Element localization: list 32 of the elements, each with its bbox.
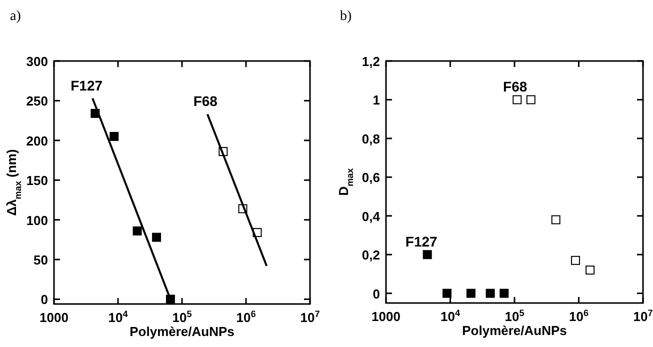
y-tick-label: 0 <box>40 292 48 308</box>
x-tick-label: 1000 <box>40 310 68 325</box>
y-tick-label: 0,2 <box>362 248 380 263</box>
chart-title: b) <box>340 9 352 24</box>
y-tick-label: 1 <box>372 92 380 108</box>
annotation: F127 <box>70 77 103 94</box>
x-tick-label: 10$^{5}$ <box>504 308 524 324</box>
annotation: F68 <box>193 93 218 110</box>
y-tick-label: 300 <box>26 54 48 69</box>
y-tick-label: 0 <box>372 286 380 302</box>
x-tick-label: 10$^{5}$ <box>172 309 192 325</box>
chart-title: a) <box>10 9 22 24</box>
y-tick-label: 250 <box>26 94 48 109</box>
x-tick-label: 10$^{4}$ <box>108 309 129 325</box>
x-axis-title: Polymère/AuNPs <box>462 323 567 338</box>
y-tick-label: 0,4 <box>362 208 381 224</box>
y-tick-label: 150 <box>26 173 48 188</box>
annotation: F68 <box>503 78 528 95</box>
y-tick-label: 50 <box>34 252 48 268</box>
x-tick-label: 10$^{6}$ <box>236 309 256 325</box>
y-tick-label: 1,2 <box>362 54 380 69</box>
y-tick-label: 200 <box>26 133 48 148</box>
x-tick-label: 1000 <box>372 309 400 324</box>
x-tick-label: 10$^{4}$ <box>440 308 461 324</box>
x-tick-label: 10$^{6}$ <box>568 308 589 324</box>
y-tick-label: 0,8 <box>362 131 380 146</box>
x-axis-title: Polymère/AuNPs <box>130 324 234 339</box>
y-tick-label: 100 <box>26 212 48 228</box>
x-tick-label: 10$^{7}$ <box>300 309 320 325</box>
x-tick-label: 10$^{7}$ <box>633 308 653 324</box>
annotation: F127 <box>405 234 438 250</box>
y-tick-label: 0,6 <box>362 170 380 186</box>
